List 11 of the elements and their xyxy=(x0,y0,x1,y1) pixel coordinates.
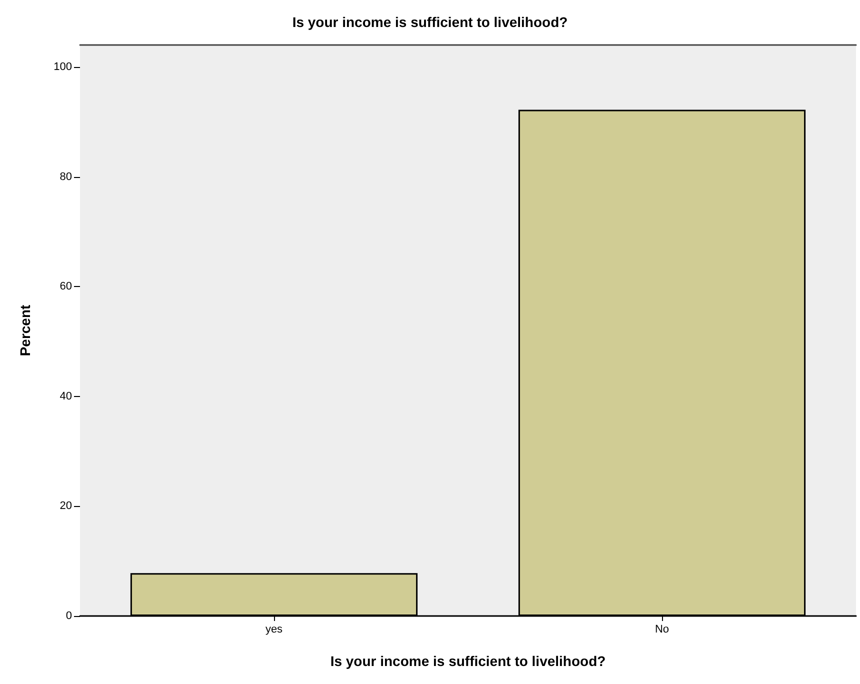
x-axis-title: Is your income is sufficient to livelihood? xyxy=(330,653,606,669)
y-tick-label: 20 xyxy=(60,500,72,512)
y-axis-title: Percent xyxy=(17,304,33,356)
y-tick-label: 40 xyxy=(60,390,72,402)
y-tick-label: 80 xyxy=(60,170,72,183)
y-tick-label: 60 xyxy=(60,280,72,293)
chart-title: Is your income is sufficient to livelihood? xyxy=(292,14,568,30)
x-tick-label: No xyxy=(654,624,670,636)
y-tick-label: 100 xyxy=(54,60,72,73)
y-tick-label: 0 xyxy=(66,610,72,622)
x-tick-label: yes xyxy=(265,624,284,636)
